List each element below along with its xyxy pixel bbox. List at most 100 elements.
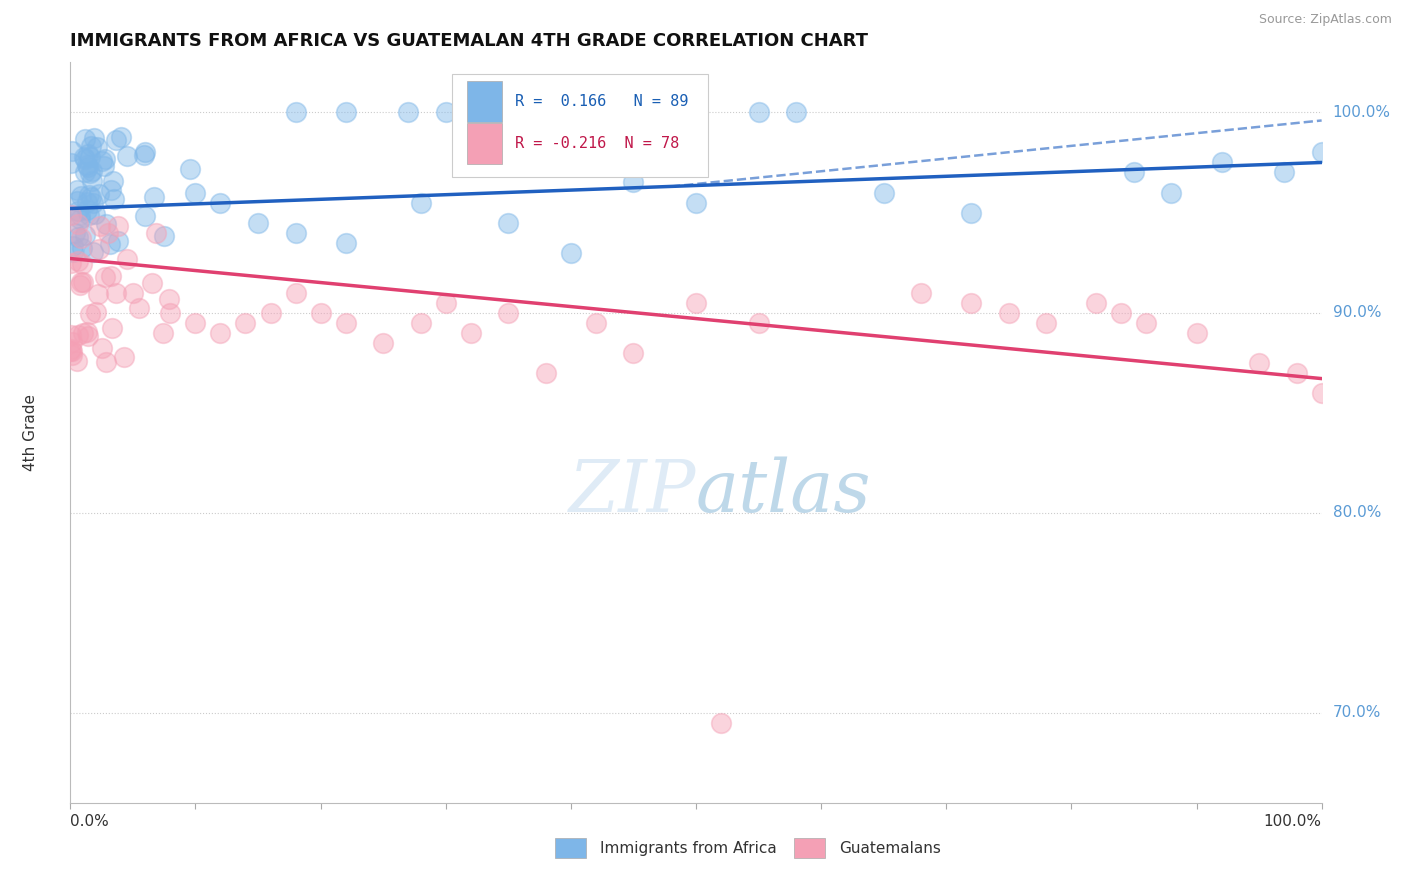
Point — [107, 235, 129, 249]
FancyBboxPatch shape — [467, 81, 502, 121]
Point — [143, 190, 166, 204]
Point — [371, 335, 394, 350]
Point — [65, 194, 87, 209]
Point — [157, 292, 180, 306]
Point — [117, 252, 139, 266]
Point — [79, 139, 101, 153]
Point — [60, 334, 83, 349]
Point — [115, 149, 138, 163]
Point — [1272, 165, 1295, 179]
Text: IMMIGRANTS FROM AFRICA VS GUATEMALAN 4TH GRADE CORRELATION CHART: IMMIGRANTS FROM AFRICA VS GUATEMALAN 4TH… — [70, 32, 869, 50]
Point — [80, 190, 103, 204]
Text: 4th Grade: 4th Grade — [22, 394, 38, 471]
Point — [284, 226, 307, 240]
Point — [89, 219, 111, 234]
Point — [685, 195, 707, 210]
Point — [685, 295, 707, 310]
Point — [179, 161, 201, 176]
Point — [100, 321, 122, 335]
Point — [560, 105, 582, 120]
Point — [284, 285, 307, 300]
FancyBboxPatch shape — [467, 123, 502, 164]
Point — [87, 187, 110, 202]
Point — [134, 145, 156, 159]
Text: atlas: atlas — [696, 457, 872, 527]
Point — [98, 237, 121, 252]
Point — [94, 355, 117, 369]
Point — [409, 195, 432, 210]
Point — [534, 366, 557, 380]
Text: R =  0.166   N = 89: R = 0.166 N = 89 — [515, 94, 688, 109]
Point — [76, 147, 98, 161]
Point — [610, 105, 633, 120]
Point — [184, 316, 207, 330]
Point — [70, 231, 93, 245]
Point — [335, 316, 357, 330]
Point — [76, 325, 98, 339]
Text: 100.0%: 100.0% — [1333, 105, 1391, 120]
Point — [60, 156, 83, 170]
Point — [997, 305, 1019, 319]
Point — [460, 326, 482, 340]
Point — [585, 105, 607, 120]
Point — [62, 349, 84, 363]
Point — [67, 218, 90, 232]
Point — [63, 226, 86, 240]
Point — [509, 105, 531, 120]
Point — [87, 242, 110, 256]
Point — [1185, 326, 1208, 340]
Point — [472, 105, 495, 120]
Point — [60, 256, 83, 270]
Text: 90.0%: 90.0% — [1333, 305, 1381, 320]
Point — [67, 204, 90, 219]
Text: 70.0%: 70.0% — [1333, 706, 1381, 720]
Point — [634, 105, 657, 120]
Point — [60, 343, 83, 358]
Point — [60, 343, 83, 357]
Point — [235, 316, 257, 330]
Point — [69, 209, 91, 223]
Point — [70, 189, 93, 203]
Text: 0.0%: 0.0% — [70, 814, 110, 829]
Point — [79, 166, 101, 180]
Point — [84, 305, 107, 319]
Point — [97, 226, 120, 240]
Point — [69, 212, 91, 227]
Point — [76, 202, 98, 217]
Point — [134, 210, 156, 224]
Point — [409, 316, 432, 330]
Point — [70, 241, 93, 255]
Point — [1111, 305, 1133, 319]
Point — [59, 343, 82, 358]
Text: Immigrants from Africa: Immigrants from Africa — [600, 841, 778, 855]
Point — [121, 285, 145, 300]
Point — [62, 245, 84, 260]
Point — [621, 176, 644, 190]
Point — [560, 245, 582, 260]
Point — [335, 105, 357, 120]
Point — [70, 276, 93, 290]
Point — [621, 345, 644, 359]
Point — [128, 301, 150, 315]
Point — [100, 268, 122, 283]
Point — [100, 183, 122, 197]
Point — [710, 715, 733, 730]
Text: 100.0%: 100.0% — [1264, 814, 1322, 829]
Point — [1135, 316, 1157, 330]
Point — [1122, 165, 1144, 179]
Point — [101, 173, 124, 187]
Point — [209, 326, 232, 340]
Point — [785, 105, 807, 120]
Point — [1310, 145, 1333, 160]
Point — [77, 329, 100, 343]
Point — [259, 305, 281, 319]
Point — [94, 217, 117, 231]
Point — [159, 305, 181, 319]
Point — [434, 105, 457, 120]
Point — [66, 354, 89, 368]
Point — [84, 206, 107, 220]
Point — [498, 305, 520, 319]
Point — [62, 239, 84, 253]
Point — [82, 244, 104, 259]
Point — [112, 350, 135, 364]
